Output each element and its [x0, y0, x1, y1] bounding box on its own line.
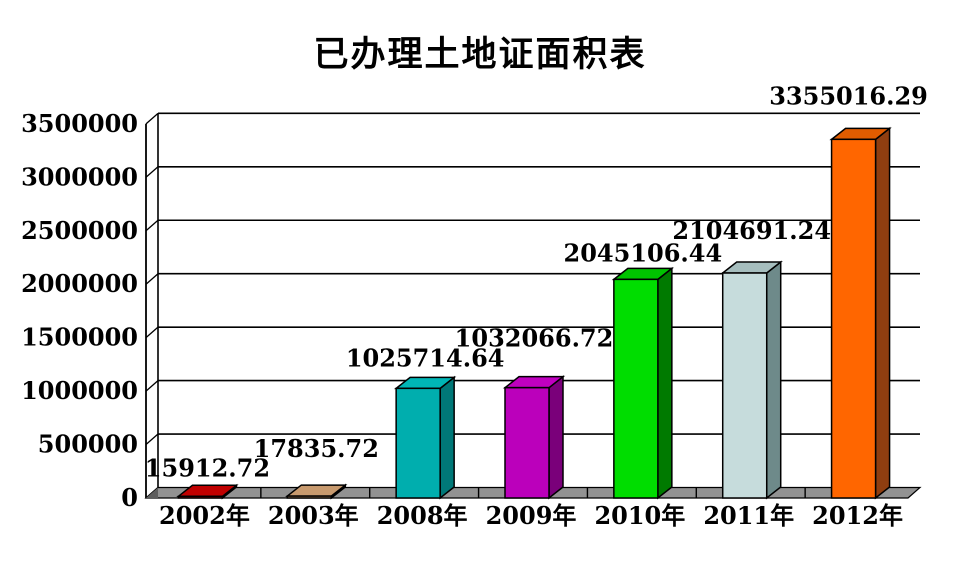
chart-floor-left-cap — [146, 487, 158, 498]
bar-front-face — [721, 272, 768, 499]
x-category-label: 2009年 — [486, 501, 577, 530]
bar-2011年 — [720, 260, 783, 500]
y-axis-tick — [145, 219, 159, 232]
bar-side-face — [874, 126, 891, 500]
y-axis-tick — [145, 433, 159, 446]
y-axis-tick — [145, 166, 159, 178]
x-category-label: 2011年 — [703, 501, 794, 530]
bar-value-label: 3355016.29 — [769, 81, 928, 110]
bar-side-face — [439, 375, 455, 500]
bar-side-face — [765, 260, 782, 500]
y-tick-label: 1000000 — [21, 376, 138, 405]
x-category-label: 2010年 — [594, 501, 685, 530]
bar-value-label: 1025714.64 — [346, 343, 505, 372]
bar-side-face — [657, 266, 673, 500]
bar-side-face — [548, 375, 564, 500]
y-tick-label: 1500000 — [21, 323, 138, 352]
y-axis-tick — [145, 112, 159, 125]
bar-front-face — [830, 138, 877, 499]
bar-front-face — [395, 387, 441, 499]
bar-2010年 — [611, 266, 675, 500]
bar-front-face — [504, 386, 550, 499]
bar-value-label: 1032066.72 — [455, 324, 614, 353]
x-category-label: 2012年 — [812, 501, 903, 530]
chart-title: 已办理土地证面积表 — [313, 35, 647, 75]
x-category-label: 2002年 — [159, 501, 250, 530]
x-category-label: 2008年 — [377, 501, 468, 530]
y-tick-label: 3000000 — [21, 162, 138, 191]
bar-value-label: 17835.72 — [254, 434, 379, 463]
y-tick-label: 3500000 — [21, 109, 138, 138]
y-tick-label: 2500000 — [21, 216, 138, 245]
bar-front-face — [613, 278, 659, 499]
bar-2012年 — [829, 126, 892, 500]
x-category-label: 2003年 — [268, 501, 359, 530]
y-tick-label: 2000000 — [21, 269, 138, 298]
bar-2003年 — [285, 483, 348, 500]
bar-front-face — [177, 495, 224, 499]
y-axis-tick — [145, 326, 159, 339]
bar-value-label: 2104691.24 — [672, 216, 831, 245]
bar-front-face — [286, 495, 333, 499]
bar-2002年 — [176, 483, 239, 500]
y-tick-label: 0 — [121, 483, 138, 512]
bar-value-label: 15912.72 — [145, 453, 270, 482]
y-axis-tick — [145, 380, 159, 392]
bar-2009年 — [502, 375, 566, 500]
y-axis-tick — [145, 273, 159, 285]
y-tick-label: 500000 — [38, 430, 138, 459]
bar-2008年 — [393, 375, 457, 500]
bar-value-label: 2045106.44 — [564, 238, 723, 267]
